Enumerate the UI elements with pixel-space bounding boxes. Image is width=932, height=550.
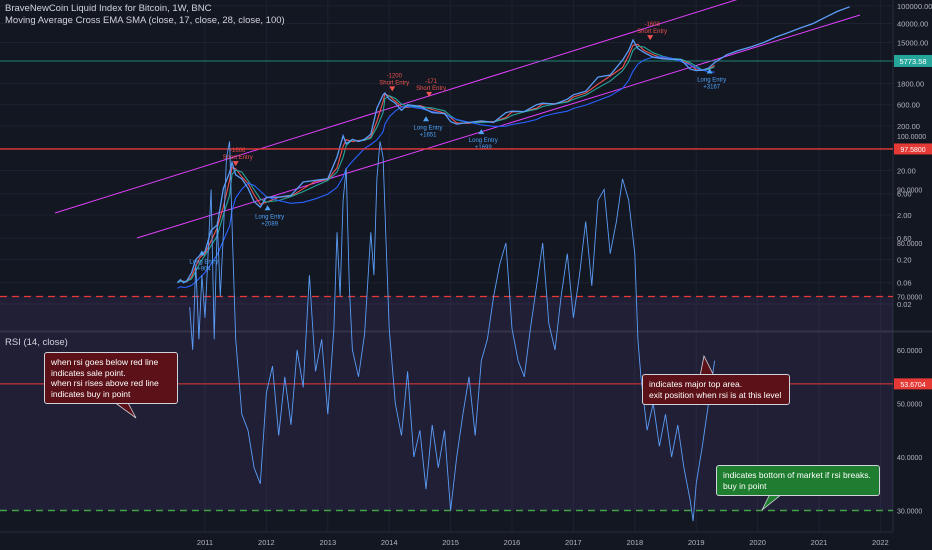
- entry-gain: -171: [425, 79, 438, 85]
- price-tick-label: 2.00: [897, 211, 912, 220]
- chart-grid: [0, 0, 932, 533]
- price-tick-label: 15000.00: [897, 39, 928, 48]
- price-tick-label: 40000.00: [897, 20, 928, 29]
- entry-label: Short Entry: [416, 86, 446, 92]
- long-entry-arrow: [264, 205, 271, 211]
- price-line: [176, 6, 850, 284]
- entry-gain: +904: [197, 266, 211, 272]
- time-tick-label: 2012: [258, 538, 275, 547]
- time-tick-label: 2019: [688, 538, 705, 547]
- short-entry-arrow: [232, 161, 239, 167]
- entry-label: Long Entry: [255, 214, 284, 220]
- entry-gain: +2089: [261, 221, 279, 227]
- price-tick-label: 6.00: [897, 190, 912, 199]
- time-tick-label: 2020: [749, 538, 766, 547]
- entry-label: Short Entry: [379, 80, 409, 86]
- short-entry-arrow: [647, 35, 654, 41]
- entry-gain: -1200: [387, 73, 403, 79]
- time-tick-label: 2022: [872, 538, 889, 547]
- price-tick-label: 20.00: [897, 166, 916, 175]
- rsi-rule-note: when rsi goes below red line indicates s…: [44, 352, 178, 404]
- price-tick-label: 0.20: [897, 255, 912, 264]
- entry-label: Long Entry: [414, 125, 443, 131]
- axes: 100000.00 40000.00 15000.00 5773.58 1800.00 6…: [197, 2, 932, 547]
- bottom-note: indicates bottom of market if rsi breaks…: [716, 465, 880, 496]
- entry-label: Short Entry: [637, 29, 667, 35]
- last-price-tag: [894, 54, 932, 67]
- indicator-label: Moving Average Cross EMA SMA (close, 17,…: [5, 15, 285, 26]
- top-area-note: indicates major top area. exit position …: [642, 374, 790, 405]
- entry-gain: +1699: [475, 145, 493, 151]
- rsi-tick-label: 70.0000: [897, 295, 922, 302]
- entry-label: Long Entry: [697, 78, 726, 84]
- time-tick-label: 2017: [565, 538, 582, 547]
- chart-title: BraveNewCoin Liquid Index for Bitcoin, 1…: [5, 3, 212, 14]
- price-tick-label: 0.60: [897, 234, 912, 243]
- rsi-tick-label: 90.0000: [897, 188, 922, 195]
- rsi-tick-label: 100.0000: [897, 134, 926, 141]
- price-tick-label: 0.02: [897, 300, 912, 309]
- sma-100-line: [177, 56, 715, 289]
- rsi-level-tag: [894, 378, 932, 390]
- last-price-label: 5773.58: [899, 57, 926, 66]
- ema-fast-line: [177, 43, 715, 284]
- entry-gain: +3167: [703, 85, 721, 91]
- channel-upper: [54, 0, 738, 214]
- rsi-tick-label: 30.0000: [897, 509, 922, 516]
- long-entry-arrow: [198, 250, 205, 256]
- rsi-tick-label: 80.0000: [897, 241, 922, 248]
- rsi-level-label: 97.5800: [900, 147, 925, 154]
- rsi-level-tag: [894, 143, 932, 155]
- short-entry-arrow: [389, 86, 396, 92]
- long-entry-arrow: [478, 129, 485, 135]
- long-entry-arrow: [423, 116, 430, 122]
- price-tick-label: 0.06: [897, 279, 912, 288]
- rsi-tick-label: 50.0000: [897, 402, 922, 409]
- time-tick-label: 2013: [319, 538, 336, 547]
- entry-label: Long Entry: [469, 138, 498, 144]
- rsi-line: [189, 141, 716, 522]
- rsi-label: RSI (14, close): [5, 337, 68, 348]
- price-tick-label: 1800.00: [897, 79, 924, 88]
- entry-label: Short Entry: [223, 155, 253, 161]
- time-tick-label: 2021: [811, 538, 828, 547]
- price-tick-label: 600.00: [897, 101, 920, 110]
- time-tick-label: 2011: [197, 538, 213, 547]
- long-entry-arrow: [706, 68, 713, 74]
- rsi-tick-label: 40.0000: [897, 455, 922, 462]
- entry-label: Long Entry: [189, 259, 218, 265]
- price-tick-label: 200.00: [897, 122, 920, 131]
- price-series: [176, 6, 850, 284]
- rsi-level-label: 53.6704: [900, 382, 925, 389]
- rsi-tick-label: 60.0000: [897, 348, 922, 355]
- moving-averages: [177, 43, 715, 289]
- time-tick-label: 2015: [442, 538, 459, 547]
- time-tick-label: 2018: [626, 538, 643, 547]
- entry-gain: -1608: [644, 22, 660, 28]
- time-tick-label: 2014: [381, 538, 398, 547]
- entry-gain: -1606: [230, 148, 246, 154]
- time-tick-label: 2016: [504, 538, 521, 547]
- entry-gain: +1651: [420, 132, 438, 138]
- short-entry-arrow: [426, 91, 433, 97]
- price-channel: [0, 0, 893, 239]
- price-tick-label: 100000.00: [897, 2, 932, 11]
